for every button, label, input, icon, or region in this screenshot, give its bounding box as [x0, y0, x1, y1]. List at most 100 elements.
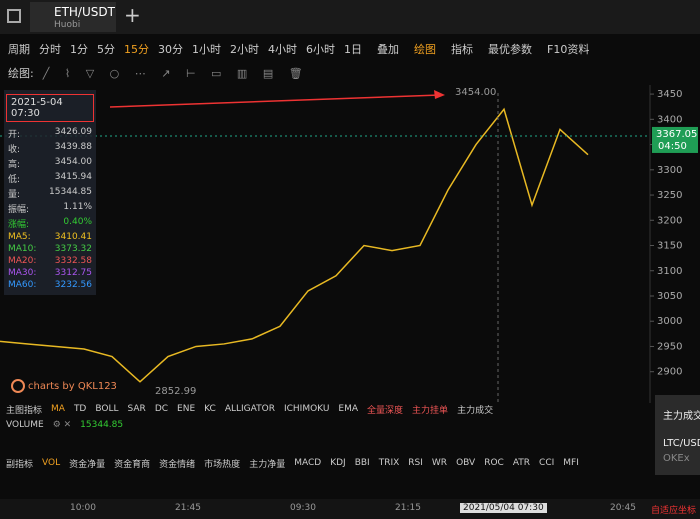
period[interactable]: 5分 — [97, 43, 115, 56]
time-label: 20:45 — [610, 503, 636, 513]
indicator[interactable]: 主力挂单 — [412, 405, 449, 416]
popup[interactable]: 主力成交 LTC/USDT OKEx — [655, 395, 700, 475]
info-label: 高: — [8, 160, 21, 170]
high-label: 3454.00 — [455, 87, 496, 98]
info-value: 3312.75 — [54, 268, 92, 278]
chart: 2900295030003050310031503200325033003350… — [0, 85, 698, 403]
period[interactable]: 30分 — [158, 43, 183, 56]
info-label: MA20: — [8, 256, 37, 266]
indicator[interactable]: EMA — [338, 404, 359, 414]
time-axis: 自适应坐标 10:00 21:45 09:30 21:15 2021/05/04 07:… — [0, 499, 700, 519]
info-value: 3439.88 — [54, 142, 92, 152]
tool[interactable]: 绘图 — [414, 43, 436, 56]
info-row: MA60: 3232.56 — [4, 279, 96, 291]
info-row: MA30: 3312.75 — [4, 267, 96, 279]
time-label: 09:30 — [290, 503, 316, 513]
last-price-box — [652, 126, 698, 153]
info-row: 高: 3454.00 — [4, 156, 96, 171]
info-row: MA20: 3332.58 — [4, 255, 96, 267]
indicator[interactable]: OBV — [456, 458, 476, 468]
indicator[interactable]: VOL — [42, 458, 61, 468]
tool[interactable]: 最优参数 — [488, 43, 532, 56]
tool[interactable]: F10资料 — [547, 43, 590, 56]
info-row: 量: 15344.85 — [4, 186, 96, 201]
draw-tools[interactable]: ╱ ⌇ ▽ ○ ⋯ ↗ ⊢ ▭ ▥ ▤ 🗑 — [42, 66, 309, 80]
indicator[interactable]: TRIX — [378, 458, 400, 468]
indicator[interactable]: ROC — [484, 458, 504, 468]
indicator[interactable]: SAR — [127, 404, 146, 414]
indicator[interactable]: ALLIGATOR — [224, 404, 275, 414]
indicator[interactable]: MFI — [563, 458, 579, 468]
y-tick-label: 3150 — [657, 241, 682, 252]
indicator[interactable]: MACD — [294, 458, 322, 468]
indicator[interactable]: ATR — [512, 458, 531, 468]
period[interactable]: 1日 — [344, 43, 362, 56]
info-label: 振幅: — [8, 205, 30, 215]
indicator[interactable]: 资金净量 — [69, 459, 106, 470]
indicator[interactable]: DC — [154, 404, 169, 414]
add-tab[interactable]: + — [124, 3, 141, 27]
indicator[interactable]: 副指标 — [6, 459, 34, 470]
info-label: 低: — [8, 175, 21, 185]
info-value: 3454.00 — [54, 157, 92, 167]
period[interactable]: 1分 — [70, 43, 88, 56]
indicator[interactable]: MA — [51, 404, 65, 414]
period[interactable]: 分时 — [39, 43, 61, 56]
indicator[interactable]: RSI — [408, 458, 423, 468]
indicator[interactable]: 主力净量 — [249, 459, 286, 470]
toolbar: 周期 分时 1分 5分 15分 30分 1小时 2小时 4小时 6小时 1日 叠加 绘图 指标 最优参数 F… — [8, 40, 598, 58]
indicator[interactable]: BBI — [354, 458, 370, 468]
indicator[interactable]: TD — [73, 404, 87, 414]
info-label: MA30: — [8, 268, 37, 278]
indicator[interactable]: 资金育商 — [114, 459, 151, 470]
indicator[interactable]: CCI — [539, 458, 555, 468]
y-tick-label: 2950 — [657, 341, 682, 352]
time-label: 2021/05/04 07:30 — [460, 503, 547, 513]
period[interactable]: 2小时 — [230, 43, 259, 56]
indicator[interactable]: 市场热度 — [204, 459, 241, 470]
popup-title: 主力成交 — [663, 411, 700, 422]
period[interactable]: 1小时 — [192, 43, 221, 56]
price-line — [0, 107, 589, 383]
indicator[interactable]: 资金情绪 — [159, 459, 196, 470]
info-value: 3410.41 — [54, 232, 92, 242]
y-tick-label: 3200 — [657, 215, 682, 226]
info-label: 量: — [8, 190, 21, 200]
last-time: 04:50 — [658, 141, 687, 152]
info-label: MA60: — [8, 280, 37, 290]
info-row: 收: 3439.88 — [4, 141, 96, 156]
info-label: 涨幅: — [8, 220, 30, 230]
indicator[interactable]: KDJ — [330, 458, 346, 468]
indicator[interactable]: ICHIMOKU — [283, 404, 330, 414]
info-label: MA10: — [8, 244, 37, 254]
y-tick-label: 3000 — [657, 316, 682, 327]
last-price-label: 3367.05 — [656, 129, 697, 140]
info-row: 开: 3426.09 — [4, 126, 96, 141]
info-value: 15344.85 — [49, 187, 92, 197]
indicator[interactable]: 主图指标 — [6, 405, 43, 416]
auto-scale[interactable]: 自适应坐标 — [651, 506, 697, 516]
grid-icon[interactable] — [7, 9, 21, 23]
tab[interactable]: ETH/USDT Huobi — [30, 2, 116, 32]
info-value: 3415.94 — [54, 172, 92, 182]
info-value: 3373.32 — [54, 244, 92, 254]
period[interactable]: 15分 — [124, 43, 149, 56]
indicator[interactable]: 全量深度 — [367, 405, 404, 416]
pair: ETH/USDT — [54, 5, 115, 19]
time-label: 10:00 — [70, 503, 96, 513]
indicator[interactable]: BOLL — [95, 404, 119, 414]
period[interactable]: 4小时 — [268, 43, 297, 56]
sub-indicators: 副指标 VOL 资金净量 资金育商 资金情绪 市场热度 主力净量 MACD KDJ BBI TRIX… — [6, 456, 588, 470]
volume-value: 15344.85 — [80, 420, 124, 430]
time-label: 21:45 — [175, 503, 201, 513]
indicator[interactable]: WR — [431, 458, 448, 468]
tool[interactable]: 叠加 — [377, 43, 399, 56]
indicator[interactable]: ENE — [177, 404, 196, 414]
y-tick-label: 3050 — [657, 291, 682, 302]
indicator[interactable]: KC — [204, 404, 216, 414]
tool[interactable]: 指标 — [451, 43, 473, 56]
indicator[interactable]: 主力成交 — [457, 405, 494, 416]
info-row: MA10: 3373.32 — [4, 243, 96, 255]
y-tick-label: 3450 — [657, 89, 682, 100]
period[interactable]: 6小时 — [306, 43, 335, 56]
